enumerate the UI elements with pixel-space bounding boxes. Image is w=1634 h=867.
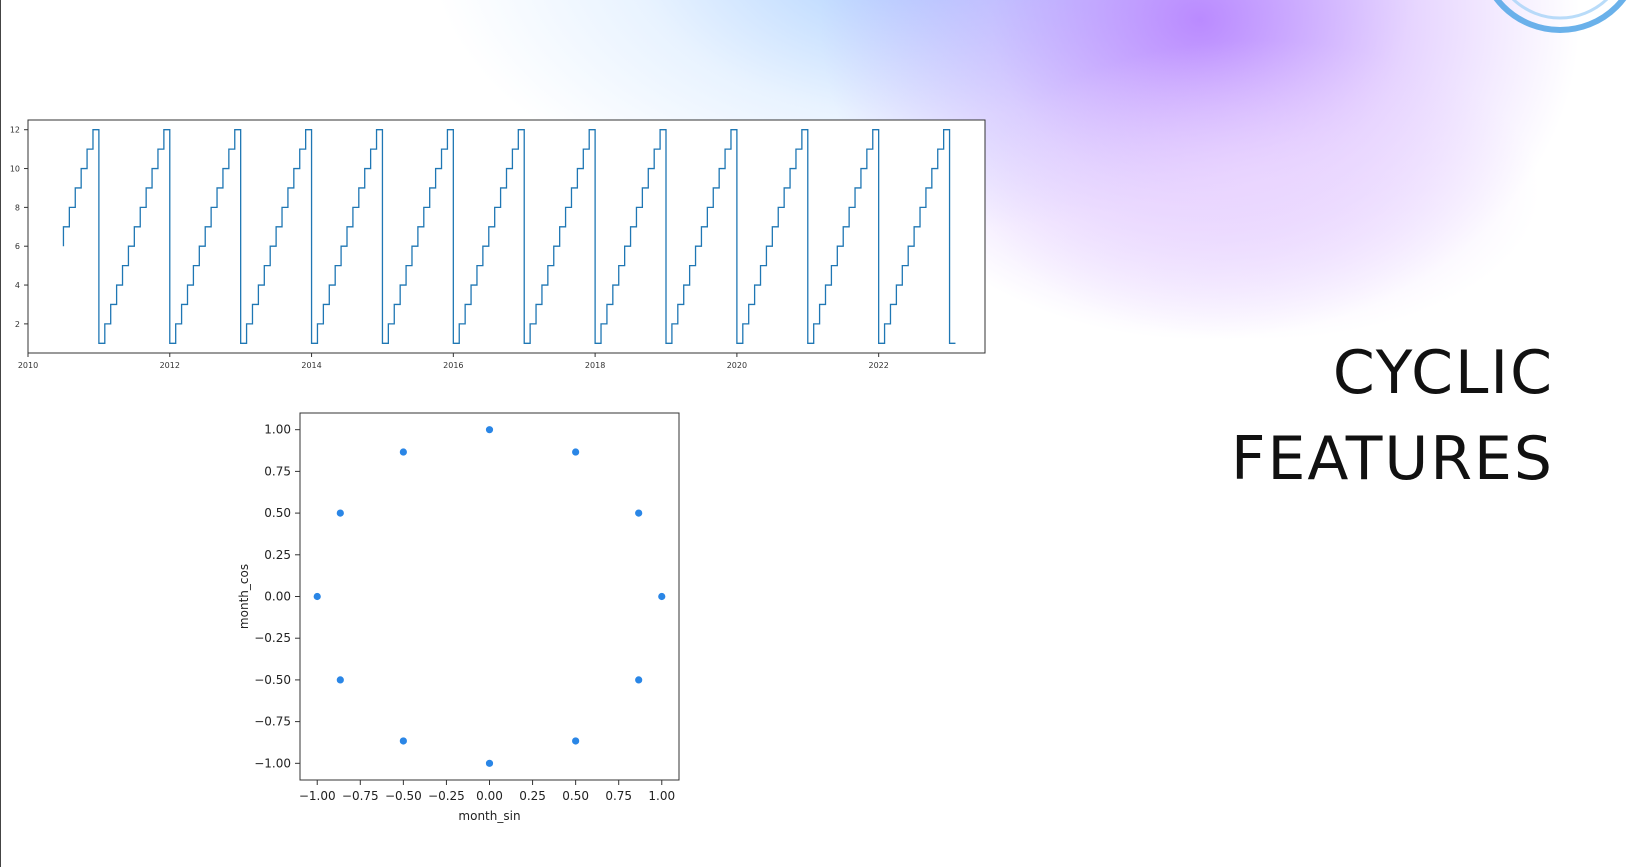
month-line-chart: 2010 2012 2014 2016 2018 2020 2022 2 4 6 8 10 12 bbox=[10, 119, 986, 370]
scatter-y-tick-label: 0.75 bbox=[264, 464, 291, 478]
line-y-tick-label: 2 bbox=[15, 320, 20, 329]
scatter-x-tick-label: 0.50 bbox=[562, 789, 589, 803]
slide-title-line-2: FEATURES bbox=[1230, 424, 1554, 494]
slide-title: CYCLIC FEATURES bbox=[1134, 330, 1554, 502]
line-x-tick-label: 2010 bbox=[18, 361, 38, 370]
slide-title-line-1: CYCLIC bbox=[1332, 338, 1554, 408]
scatter-point bbox=[398, 736, 408, 746]
scatter-point bbox=[312, 592, 322, 601]
scatter-y-tick-label: 0.50 bbox=[264, 506, 291, 520]
scatter-point bbox=[335, 675, 345, 685]
scatter-y-axis-label: month_cos bbox=[237, 564, 251, 629]
scatter-y-tick-label: −0.50 bbox=[254, 673, 291, 687]
scatter-point bbox=[485, 425, 494, 435]
line-x-tick-label: 2014 bbox=[301, 361, 321, 370]
line-y-tick-label: 12 bbox=[10, 126, 20, 135]
scatter-x-tick-label: 0.75 bbox=[605, 789, 632, 803]
scatter-y-tick-label: 1.00 bbox=[264, 423, 291, 437]
line-x-tick-label: 2022 bbox=[868, 361, 888, 370]
scatter-point bbox=[634, 675, 644, 685]
scatter-x-tick-label: −0.75 bbox=[342, 789, 379, 803]
line-y-tick-label: 6 bbox=[15, 242, 20, 251]
scatter-x-tick-label: −0.50 bbox=[385, 789, 422, 803]
logo-ring-decoration bbox=[1493, 0, 1627, 33]
scatter-y-tick-label: −0.75 bbox=[254, 715, 291, 729]
line-y-tick-label: 4 bbox=[15, 281, 20, 290]
line-x-tick-label: 2012 bbox=[160, 361, 180, 370]
scatter-frame bbox=[299, 412, 680, 781]
decoration-pink-glow bbox=[980, 40, 1540, 340]
scatter-y-tick-label: 0.25 bbox=[264, 548, 291, 562]
scatter-point bbox=[657, 592, 667, 601]
scatter-y-tick-label: 0.00 bbox=[264, 590, 291, 604]
scatter-x-tick-label: 0.00 bbox=[476, 789, 503, 803]
slide-left-border bbox=[0, 0, 1, 867]
scatter-y-tick-label: −0.25 bbox=[254, 631, 291, 645]
scatter-point bbox=[571, 736, 581, 746]
line-x-tick-label: 2020 bbox=[727, 361, 747, 370]
line-x-tick-label: 2016 bbox=[443, 361, 463, 370]
scatter-x-tick-label: 0.25 bbox=[519, 789, 546, 803]
scatter-x-tick-label: −1.00 bbox=[299, 789, 336, 803]
scatter-x-axis-label: month_sin bbox=[458, 809, 520, 823]
scatter-point bbox=[571, 447, 581, 457]
scatter-x-tick-label: −0.25 bbox=[428, 789, 465, 803]
line-y-tick-label: 8 bbox=[15, 203, 20, 212]
scatter-x-tick-label: 1.00 bbox=[648, 789, 675, 803]
scatter-point bbox=[398, 447, 408, 457]
line-x-tick-label: 2018 bbox=[585, 361, 605, 370]
scatter-point bbox=[485, 758, 494, 768]
scatter-point bbox=[634, 508, 644, 518]
line-chart-frame bbox=[27, 119, 986, 354]
month-series-line bbox=[62, 129, 956, 344]
scatter-point bbox=[335, 508, 345, 518]
scatter-y-tick-label: −1.00 bbox=[254, 756, 291, 770]
month-sin-cos-scatter: −1.00 −0.75 −0.50 −0.25 0.00 0.25 0.50 0.75 1.00… bbox=[237, 412, 680, 823]
line-y-tick-label: 10 bbox=[10, 165, 20, 174]
